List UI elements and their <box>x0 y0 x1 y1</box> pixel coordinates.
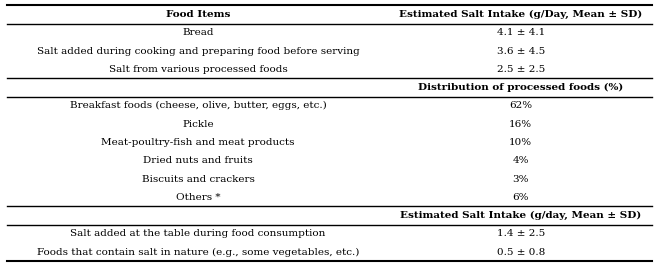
Text: 4%: 4% <box>512 156 529 165</box>
Text: Dried nuts and fruits: Dried nuts and fruits <box>143 156 253 165</box>
Text: 3%: 3% <box>512 175 529 183</box>
Text: 62%: 62% <box>509 101 533 110</box>
Text: 2.5 ± 2.5: 2.5 ± 2.5 <box>496 65 545 74</box>
Text: 10%: 10% <box>509 138 533 147</box>
Text: Distribution of processed foods (%): Distribution of processed foods (%) <box>418 83 624 92</box>
Text: 16%: 16% <box>509 120 533 129</box>
Text: 6%: 6% <box>512 193 529 202</box>
Text: Meat-poultry-fish and meat products: Meat-poultry-fish and meat products <box>102 138 295 147</box>
Text: Estimated Salt Intake (g/Day, Mean ± SD): Estimated Salt Intake (g/Day, Mean ± SD) <box>399 10 643 19</box>
Text: Bread: Bread <box>182 28 214 37</box>
Text: Estimated Salt Intake (g/day, Mean ± SD): Estimated Salt Intake (g/day, Mean ± SD) <box>400 211 641 220</box>
Text: Salt from various processed foods: Salt from various processed foods <box>109 65 288 74</box>
Text: Salt added during cooking and preparing food before serving: Salt added during cooking and preparing … <box>37 46 360 55</box>
Text: 0.5 ± 0.8: 0.5 ± 0.8 <box>496 248 545 257</box>
Text: Foods that contain salt in nature (e.g., some vegetables, etc.): Foods that contain salt in nature (e.g.,… <box>37 248 360 257</box>
Text: 3.6 ± 4.5: 3.6 ± 4.5 <box>496 46 545 55</box>
Text: 4.1 ± 4.1: 4.1 ± 4.1 <box>496 28 545 37</box>
Text: 1.4 ± 2.5: 1.4 ± 2.5 <box>496 229 545 238</box>
Text: Breakfast foods (cheese, olive, butter, eggs, etc.): Breakfast foods (cheese, olive, butter, … <box>70 101 326 110</box>
Text: Salt added at the table during food consumption: Salt added at the table during food cons… <box>71 229 326 238</box>
Text: Biscuits and crackers: Biscuits and crackers <box>141 175 255 183</box>
Text: Food Items: Food Items <box>166 10 231 19</box>
Text: Pickle: Pickle <box>182 120 214 129</box>
Text: Others *: Others * <box>176 193 220 202</box>
